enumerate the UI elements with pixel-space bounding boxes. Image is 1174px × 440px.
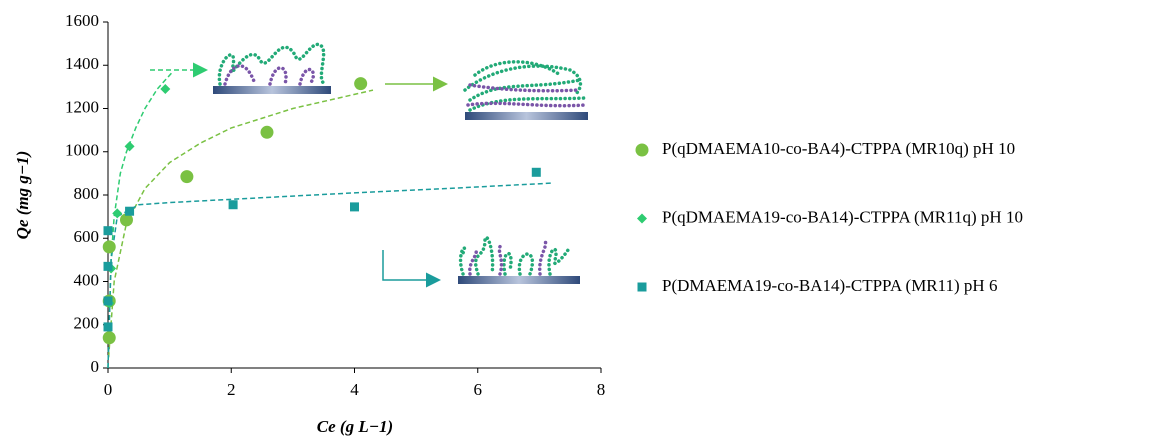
fit-line [107, 182, 552, 369]
y-tick-label: 400 [74, 270, 100, 289]
point [125, 206, 135, 216]
legend-label: P(DMAEMA19-co-BA14)-CTPPA (MR11) pH 6 [662, 276, 997, 295]
point [228, 200, 238, 210]
fit-line [107, 71, 174, 369]
y-tick-label: 800 [74, 184, 100, 203]
x-tick-label: 4 [350, 380, 359, 399]
point [102, 331, 116, 345]
point [160, 84, 171, 95]
y-tick-label: 1200 [65, 97, 99, 116]
legend-label: P(qDMAEMA19-co-BA14)-CTPPA (MR11q) pH 10 [662, 207, 1023, 226]
x-tick-label: 6 [474, 380, 483, 399]
point [354, 77, 368, 91]
y-tick-label: 200 [74, 314, 100, 333]
point [103, 226, 113, 236]
legend-label: P(qDMAEMA10-co-BA4)-CTPPA (MR10q) pH 10 [662, 139, 1015, 158]
point [103, 322, 113, 332]
legend-marker [637, 282, 647, 292]
point [124, 141, 135, 152]
point [103, 296, 113, 306]
illustrations [150, 42, 588, 288]
y-tick-label: 0 [91, 357, 100, 376]
x-axis-title: Ce (g L−1) [317, 417, 393, 436]
substrate [465, 112, 588, 120]
point [350, 202, 359, 212]
x-tick-label: 8 [597, 380, 606, 399]
substrate [213, 86, 331, 94]
y-tick-label: 1400 [65, 54, 99, 73]
fit-line [107, 89, 374, 358]
point [531, 167, 541, 177]
arrow [382, 250, 441, 288]
y-tick-label: 600 [74, 227, 100, 246]
legend-marker [635, 143, 649, 157]
x-tick-label: 2 [227, 380, 236, 399]
point [260, 125, 274, 139]
point [112, 208, 123, 219]
polymer-chains [217, 42, 587, 276]
point [103, 261, 113, 271]
substrate [458, 276, 580, 284]
legend-marker [637, 213, 647, 224]
x-tick-label: 0 [104, 380, 113, 399]
y-axis-title: Qe (mg g−1) [13, 151, 32, 240]
y-tick-label: 1600 [65, 11, 99, 30]
point [180, 170, 194, 184]
point [119, 213, 133, 227]
y-tick-label: 1000 [65, 141, 99, 160]
point [102, 240, 116, 254]
